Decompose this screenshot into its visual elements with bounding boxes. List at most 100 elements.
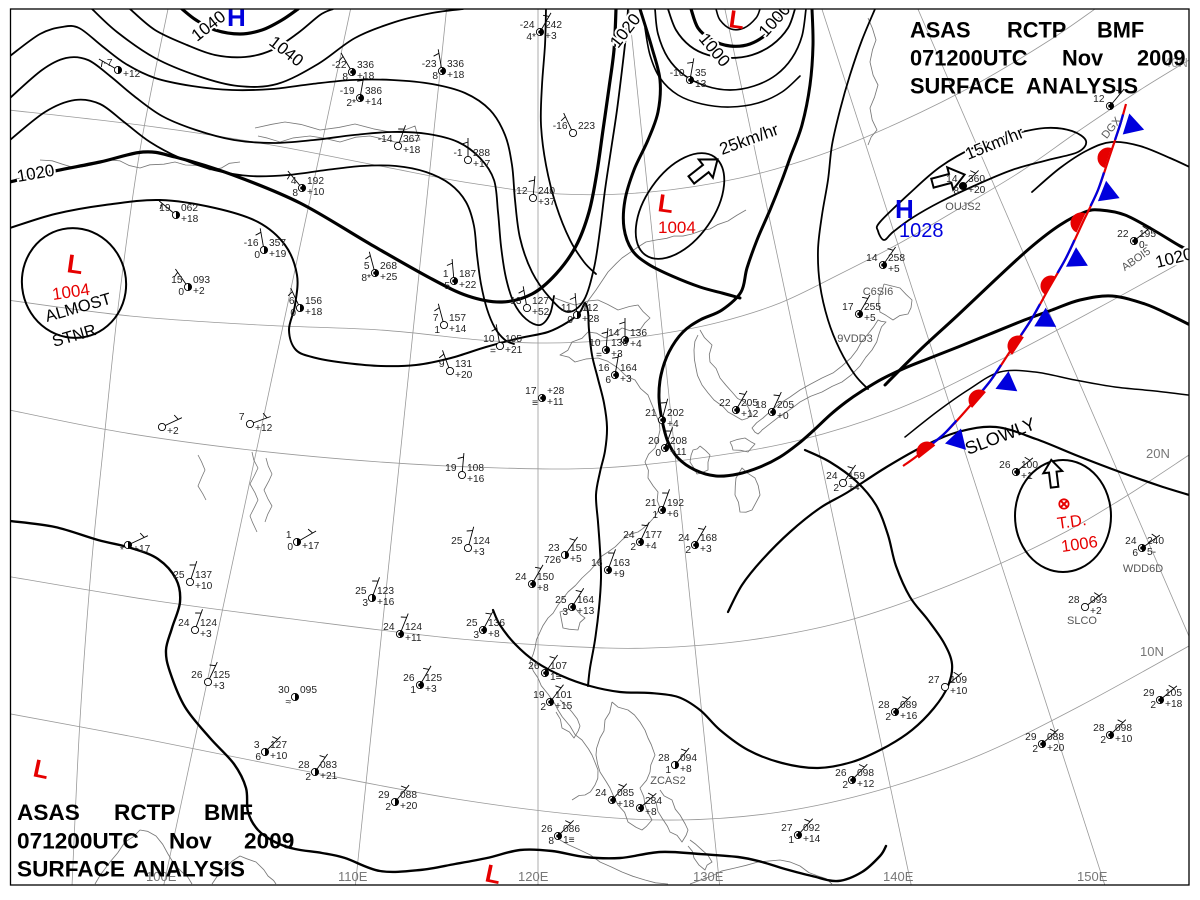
svg-text:223: 223: [578, 121, 595, 132]
svg-text:26: 26: [541, 824, 553, 835]
svg-text:29: 29: [378, 790, 390, 801]
svg-text:+19: +19: [269, 249, 287, 260]
svg-text:071200UTC: 071200UTC: [17, 829, 139, 854]
svg-text:+20: +20: [455, 370, 473, 381]
svg-text:202: 202: [667, 408, 684, 419]
svg-text:BMF: BMF: [1097, 18, 1144, 43]
svg-text:28: 28: [1093, 723, 1105, 734]
svg-text:+18: +18: [305, 307, 323, 318]
svg-text:131: 131: [455, 359, 472, 370]
svg-text:+52: +52: [532, 307, 550, 318]
svg-text:L: L: [727, 5, 746, 35]
svg-text:24: 24: [826, 471, 838, 482]
svg-text:2: 2: [833, 483, 839, 494]
svg-text:RCTP: RCTP: [114, 800, 176, 825]
svg-text:2: 2: [842, 780, 848, 791]
svg-text:+10: +10: [307, 187, 325, 198]
svg-text:0: 0: [287, 542, 293, 553]
svg-text:+13: +13: [577, 606, 595, 617]
svg-text:+4: +4: [630, 339, 642, 350]
svg-text:2: 2: [630, 542, 636, 553]
svg-text:1: 1: [410, 685, 416, 696]
svg-text:164: 164: [620, 363, 637, 374]
svg-text:8: 8: [292, 188, 298, 199]
svg-text:≡: ≡: [532, 398, 538, 409]
svg-text:1≡: 1≡: [550, 672, 562, 683]
svg-text:+3: +3: [473, 547, 485, 558]
svg-text:+3: +3: [213, 681, 225, 692]
svg-text:062: 062: [181, 203, 198, 214]
svg-text:+6: +6: [667, 509, 679, 520]
svg-text:+11: +11: [405, 633, 422, 644]
svg-text:+14: +14: [449, 324, 467, 335]
svg-text:+17: +17: [473, 159, 491, 170]
svg-text:+18: +18: [181, 214, 199, 225]
svg-text:136: 136: [611, 338, 628, 349]
svg-text:13: 13: [695, 79, 707, 90]
svg-text:164: 164: [577, 595, 594, 606]
svg-text:35: 35: [695, 68, 707, 79]
svg-text:+20: +20: [968, 185, 986, 196]
svg-text:101: 101: [555, 690, 572, 701]
svg-text:+21: +21: [505, 345, 523, 356]
svg-text:109: 109: [950, 675, 967, 686]
svg-text:25: 25: [173, 570, 185, 581]
svg-text:29: 29: [1025, 732, 1037, 743]
svg-text:+18: +18: [403, 145, 421, 156]
svg-text:6: 6: [255, 752, 261, 763]
svg-text:258: 258: [888, 253, 905, 264]
svg-text:6: 6: [289, 296, 295, 307]
svg-text:16: 16: [591, 558, 603, 569]
svg-text:+5: +5: [570, 554, 582, 565]
svg-text:+20: +20: [1047, 743, 1065, 754]
svg-text:ANALYSIS: ANALYSIS: [133, 857, 245, 882]
svg-text:Nov: Nov: [1062, 46, 1104, 71]
svg-text:28: 28: [658, 753, 670, 764]
svg-text:13: 13: [510, 296, 522, 307]
svg-text:6: 6: [605, 375, 611, 386]
svg-text:125: 125: [425, 673, 442, 684]
svg-text:092: 092: [803, 823, 820, 834]
svg-text:1028: 1028: [899, 220, 944, 242]
svg-text:124: 124: [473, 536, 490, 547]
svg-text:40N: 40N: [1164, 55, 1188, 70]
svg-text:-22: -22: [332, 60, 347, 71]
svg-text:25: 25: [466, 618, 478, 629]
svg-text:20N: 20N: [1146, 446, 1170, 461]
svg-text:+17: +17: [302, 541, 320, 552]
svg-text:+14: +14: [803, 834, 821, 845]
svg-text:1004: 1004: [658, 218, 696, 237]
svg-text:093: 093: [1090, 595, 1107, 606]
svg-text:192: 192: [307, 176, 324, 187]
svg-text:124: 124: [200, 618, 217, 629]
svg-text:1≡: 1≡: [563, 835, 575, 846]
svg-text:H: H: [895, 194, 914, 224]
svg-text:+4: +4: [645, 541, 657, 552]
svg-text:+3: +3: [200, 629, 212, 640]
svg-text:18: 18: [755, 400, 767, 411]
svg-text:-1: -1: [453, 148, 462, 159]
svg-text:27: 27: [781, 823, 793, 834]
svg-text:SLCO: SLCO: [1067, 615, 1097, 627]
svg-text:+4: +4: [848, 482, 860, 493]
svg-text:24: 24: [178, 618, 190, 629]
svg-text:+16: +16: [377, 597, 395, 608]
svg-text:+18: +18: [617, 799, 635, 810]
svg-text:+14: +14: [365, 97, 383, 108]
svg-text:+3: +3: [700, 544, 712, 555]
svg-text:26: 26: [403, 673, 415, 684]
svg-text:105: 105: [1165, 688, 1182, 699]
svg-text:095: 095: [300, 685, 317, 696]
svg-text:+25: +25: [380, 272, 398, 283]
svg-text:SURFACE: SURFACE: [910, 74, 1014, 99]
svg-text:1: 1: [443, 269, 449, 280]
svg-text:+8: +8: [680, 764, 692, 775]
svg-text:8: 8: [432, 71, 438, 82]
svg-text:127: 127: [270, 740, 287, 751]
svg-text:1: 1: [665, 765, 671, 776]
svg-text:26: 26: [528, 661, 540, 672]
svg-text:8: 8: [342, 72, 348, 83]
svg-text:089: 089: [900, 700, 917, 711]
svg-text:110E: 110E: [338, 869, 368, 884]
svg-text:19: 19: [159, 203, 171, 214]
